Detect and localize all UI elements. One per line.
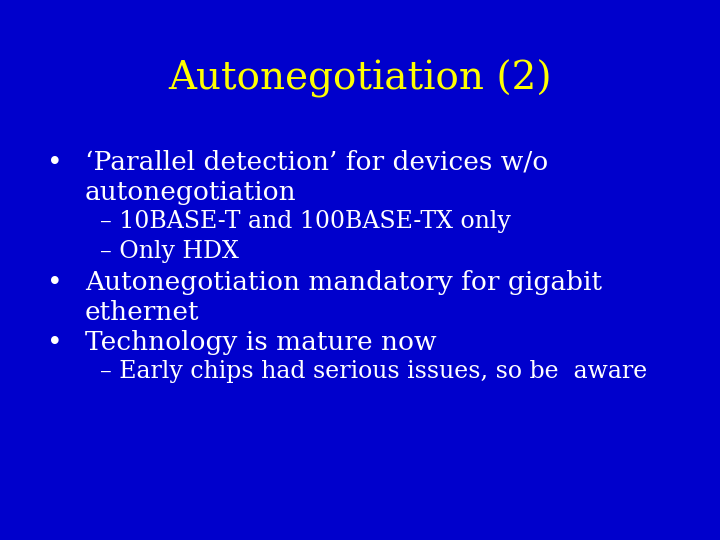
Text: Autonegotiation (2): Autonegotiation (2) bbox=[168, 60, 552, 98]
Text: Technology is mature now: Technology is mature now bbox=[85, 330, 436, 355]
Text: – Only HDX: – Only HDX bbox=[100, 240, 239, 263]
Text: autonegotiation: autonegotiation bbox=[85, 180, 297, 205]
Text: •: • bbox=[48, 330, 63, 355]
Text: – 10BASE-T and 100BASE-TX only: – 10BASE-T and 100BASE-TX only bbox=[100, 210, 511, 233]
Text: – Early chips had serious issues, so be  aware: – Early chips had serious issues, so be … bbox=[100, 360, 647, 383]
Text: Autonegotiation mandatory for gigabit: Autonegotiation mandatory for gigabit bbox=[85, 270, 602, 295]
Text: •: • bbox=[48, 270, 63, 295]
Text: ‘Parallel detection’ for devices w/o: ‘Parallel detection’ for devices w/o bbox=[85, 150, 548, 175]
Text: ethernet: ethernet bbox=[85, 300, 199, 325]
Text: •: • bbox=[48, 150, 63, 175]
